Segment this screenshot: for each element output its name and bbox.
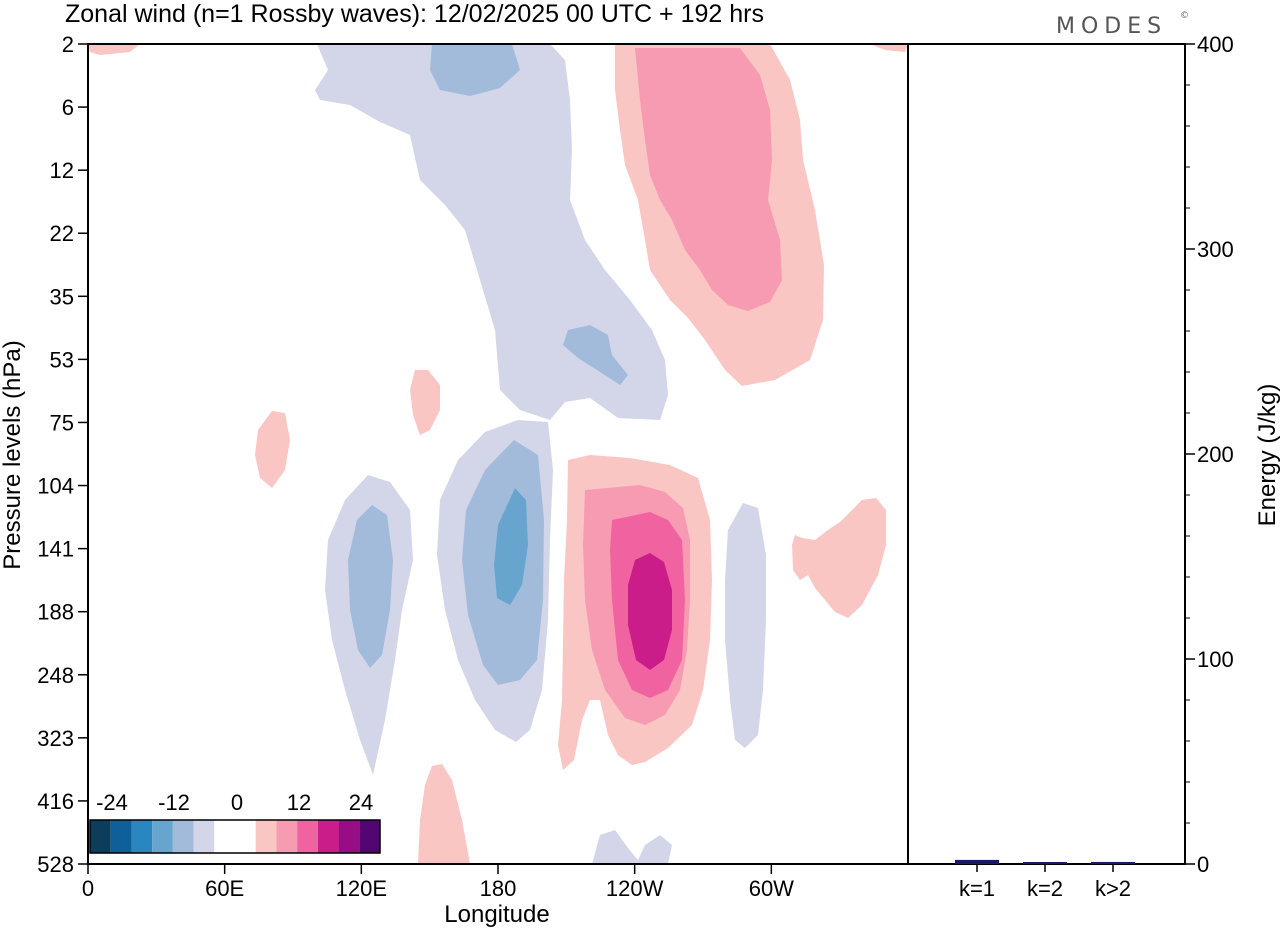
colorbar-swatch: [359, 820, 380, 853]
colorbar-swatch: [276, 820, 298, 853]
modes-logo: MODES ©: [1056, 11, 1189, 39]
y-tick-label: 35: [50, 284, 74, 309]
energy-axis-ticks: 0 100 200 300 400: [1185, 32, 1234, 877]
energy-bar-k=2: [1023, 862, 1067, 864]
colorbar-swatch: [110, 820, 132, 853]
y-axis-label: Pressure levels (hPa): [0, 340, 26, 569]
y-tick-label: 2: [62, 32, 74, 57]
contour-neg-level-3-7: [494, 488, 528, 605]
colorbar-swatch: [152, 820, 173, 853]
x-tick-label: 120W: [606, 876, 664, 901]
contour-pos-level-1-19: [410, 370, 440, 435]
contour-pos-level-1-10: [88, 44, 140, 55]
y-tick-label: 323: [37, 726, 74, 751]
energy-axis-label: Energy (J/kg): [1254, 384, 1280, 527]
colorbar-swatch: [297, 820, 318, 853]
energy-tick-label: 200: [1197, 442, 1234, 467]
contour-neg-level-1-8: [725, 503, 766, 748]
contour-pos-level-1-18: [255, 411, 290, 488]
y-tick-label: 188: [37, 600, 74, 625]
x-tick-label: 60W: [749, 876, 794, 901]
contour-pos-level-1-11: [870, 44, 908, 52]
colorbar-swatch: [193, 820, 215, 853]
y-tick-label: 104: [37, 474, 74, 499]
colorbar: -24 -12 0 12 24: [89, 790, 381, 854]
logo-mark: ©: [1180, 11, 1189, 21]
energy-category-label: k>2: [1095, 876, 1131, 901]
y-tick-label: 141: [37, 537, 74, 562]
colorbar-label: -24: [96, 790, 128, 815]
colorbar-swatch: [90, 820, 111, 853]
contour-neg-level-2-1: [430, 44, 520, 96]
y-tick-label: 248: [37, 663, 74, 688]
colorbar-swatch: [131, 820, 153, 853]
energy-category-label: k=2: [1027, 876, 1063, 901]
contour-neg-level-1-0: [315, 44, 668, 420]
energy-category-label: k=1: [959, 876, 995, 901]
colorbar-swatch: [317, 820, 339, 853]
colorbar-swatch: [255, 820, 277, 853]
energy-panel: k=1 k=2 k>2 0 100 200 300 400 Energy (J/kg): [907, 32, 1280, 901]
colorbar-frame: [89, 819, 381, 854]
x-axis-ticks: 0 60E 120E 180 120W 60W: [82, 864, 794, 901]
energy-bar-k>2: [1091, 861, 1135, 864]
energy-frame: [907, 43, 1186, 865]
x-axis-label: Longitude: [444, 901, 549, 928]
colorbar-swatch: [214, 820, 256, 853]
contour-neg-level-2-4: [348, 505, 393, 668]
y-tick-label: 22: [50, 221, 74, 246]
energy-tick-label: 100: [1197, 647, 1234, 672]
colorbar-label: 24: [349, 790, 373, 815]
colorbar-swatch: [172, 820, 194, 853]
y-tick-label: 75: [50, 410, 74, 435]
energy-tick-label: 0: [1197, 852, 1209, 877]
contour-pos-level-1-21: [418, 764, 470, 864]
y-tick-label: 528: [37, 852, 74, 877]
logo-text: MODES: [1056, 14, 1167, 39]
energy-bar-k=1: [955, 859, 999, 864]
y-tick-label: 12: [50, 158, 74, 183]
contour-pos-level-4-17: [628, 553, 672, 670]
energy-tick-label: 400: [1197, 32, 1234, 57]
contour-pos-level-1-20: [792, 498, 886, 618]
colorbar-label: -12: [158, 790, 190, 815]
contour-neg-level-1-9: [592, 830, 672, 864]
colorbar-label: 0: [231, 790, 243, 815]
colorbar-swatch: [338, 820, 360, 853]
y-tick-label: 416: [37, 789, 74, 814]
contour-pos-level-2-13: [635, 48, 782, 311]
x-tick-label: 0: [82, 876, 94, 901]
x-tick-label: 120E: [336, 876, 387, 901]
energy-tick-label: 300: [1197, 237, 1234, 262]
contour-fields: [88, 44, 908, 864]
contour-neg-level-2-2: [563, 325, 628, 385]
y-tick-label: 6: [62, 95, 74, 120]
x-tick-label: 60E: [205, 876, 244, 901]
colorbar-label: 12: [287, 790, 311, 815]
y-axis-ticks: 2 6 12 22 35 53 75 104 141 188 248 323 416 528: [37, 32, 88, 877]
chart-title: Zonal wind (n=1 Rossby waves): 12/02/202…: [65, 0, 764, 28]
contour-panel: 2 6 12 22 35 53 75 104 141 188 248 323 416 528 0 60E 12…: [0, 32, 909, 928]
x-tick-label: 180: [480, 876, 517, 901]
y-tick-label: 53: [50, 347, 74, 372]
energy-bars: k=1 k=2 k>2: [955, 859, 1135, 901]
